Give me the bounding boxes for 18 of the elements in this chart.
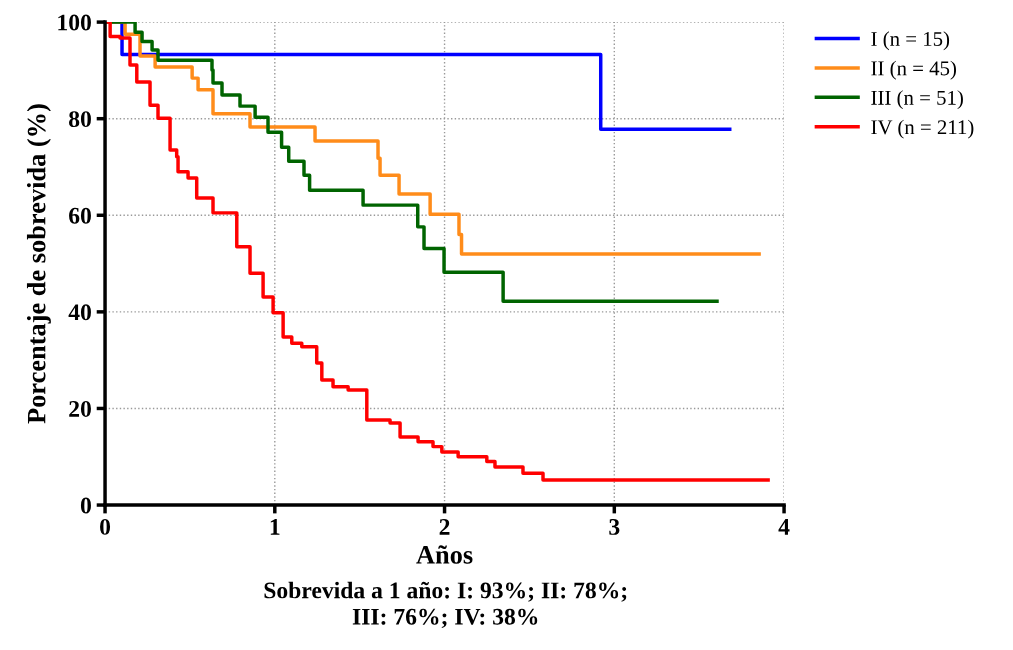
x-tick-label: 1 — [270, 519, 280, 535]
y-axis-title: Porcentaje de sobrevida (%) — [26, 104, 51, 424]
x-tick-label: 0 — [100, 518, 111, 535]
x-tick-label: 4 — [778, 519, 790, 535]
text: Sobrevida a 1 año: I: 93%; II: 78%; III: 76%; IV: 38% — [264, 581, 627, 629]
legend-label: I (n = 15) — [871, 31, 950, 51]
y-tick-label: 0 — [80, 497, 91, 514]
y-tick-label: 100 — [58, 14, 91, 31]
y-tick-label: 80 — [69, 111, 91, 128]
x-axis-title: Años — [416, 545, 473, 564]
x-tick-label: 3 — [609, 518, 620, 535]
x-tick-label: 2 — [439, 518, 450, 535]
legend-label: II (n = 45) — [871, 60, 957, 80]
y-tick-label: 60 — [69, 207, 91, 224]
y-tick-label: 20 — [69, 400, 91, 417]
y-tick-label: 40 — [68, 304, 91, 321]
legend-label: III (n = 51) — [871, 90, 963, 110]
legend-label: IV (n = 211) — [871, 119, 974, 139]
